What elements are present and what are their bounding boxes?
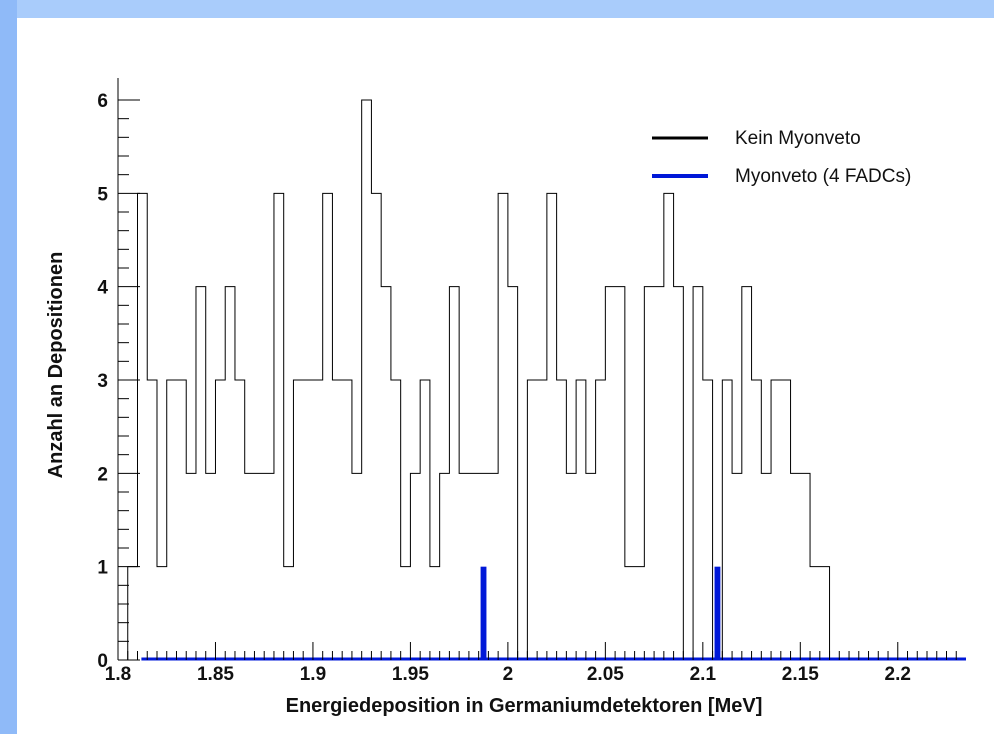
x-tick-label: 1.8: [105, 664, 131, 685]
bin-kein-myonveto: [420, 380, 430, 660]
bin-kein-myonveto: [674, 287, 684, 660]
bin-kein-myonveto: [820, 567, 830, 660]
bin-kein-myonveto: [605, 287, 615, 660]
ticks-group: 0 1 2 3 4 5 6 1.8 1.85 1.9 1.95 2 2.05 2.1 2.15 2.2: [97, 91, 957, 685]
bin-kein-myonveto: [576, 380, 586, 660]
bin-kein-myonveto: [644, 287, 654, 660]
x-tick-label: 2.1: [690, 664, 717, 685]
bin-kein-myonveto: [508, 287, 518, 660]
bin-kein-myonveto: [761, 473, 771, 660]
series-kein-myonveto-line: [118, 99, 908, 661]
bin-kein-myonveto: [488, 473, 498, 660]
bin-kein-myonveto: [752, 380, 762, 660]
bin-kein-myonveto: [703, 380, 713, 660]
y-tick-label: 2: [97, 464, 108, 485]
bin-kein-myonveto: [654, 287, 664, 660]
bin-kein-myonveto: [430, 567, 440, 660]
bin-kein-myonveto: [254, 473, 264, 660]
bar-myonveto: [480, 566, 487, 660]
bin-kein-myonveto: [635, 567, 645, 660]
bin-kein-myonveto: [449, 287, 459, 660]
bin-kein-myonveto: [586, 473, 596, 660]
bin-kein-myonveto: [176, 380, 186, 660]
x-tick-label: 1.95: [392, 664, 429, 685]
bin-kein-myonveto: [293, 380, 303, 660]
bin-kein-myonveto: [625, 567, 635, 660]
bin-kein-myonveto: [791, 473, 801, 660]
bin-kein-myonveto: [196, 287, 206, 660]
bin-kein-myonveto: [352, 473, 362, 660]
series-group: [118, 99, 966, 661]
bin-kein-myonveto: [206, 473, 216, 660]
bin-kein-myonveto: [186, 473, 196, 660]
bin-kein-myonveto: [732, 473, 742, 660]
y-tick-label: 5: [97, 184, 108, 205]
bin-kein-myonveto: [167, 380, 177, 660]
bin-kein-myonveto: [362, 100, 372, 660]
bin-kein-myonveto: [615, 287, 625, 660]
bin-kein-myonveto: [147, 380, 157, 660]
bin-kein-myonveto: [527, 380, 537, 660]
bin-kein-myonveto: [410, 473, 420, 660]
y-tick-label: 3: [97, 371, 108, 392]
bin-kein-myonveto: [303, 380, 313, 660]
y-tick-label: 1: [97, 558, 108, 579]
bin-kein-myonveto: [284, 567, 294, 660]
y-tick-label: 6: [97, 91, 108, 112]
bin-kein-myonveto: [810, 567, 820, 660]
legend-label-main: Kein Myonveto: [735, 128, 861, 149]
x-tick-label: 1.85: [197, 664, 234, 685]
bin-kein-myonveto: [323, 193, 333, 660]
bin-kein-myonveto: [537, 380, 547, 660]
bin-kein-myonveto: [264, 473, 274, 660]
bin-kein-myonveto: [274, 193, 284, 660]
bin-kein-myonveto: [771, 380, 781, 660]
bin-kein-myonveto: [157, 567, 167, 660]
bin-kein-myonveto: [215, 380, 225, 660]
x-tick-label: 2.15: [782, 664, 819, 685]
bin-kein-myonveto: [459, 473, 469, 660]
bin-kein-myonveto: [547, 193, 557, 660]
y-tick-label: 0: [97, 651, 108, 672]
left-edge-band: [0, 0, 17, 734]
bin-kein-myonveto: [235, 380, 245, 660]
bin-kein-myonveto: [401, 567, 411, 660]
x-axis-title: Energiedeposition in Germaniumdetektoren…: [286, 695, 763, 717]
x-tick-label: 2.2: [885, 664, 911, 685]
x-tick-label: 2.05: [587, 664, 624, 685]
bin-kein-myonveto: [596, 380, 606, 660]
bin-kein-myonveto: [332, 380, 342, 660]
bin-kein-myonveto: [440, 473, 450, 660]
bin-kein-myonveto: [381, 287, 391, 660]
bin-kein-myonveto: [391, 380, 401, 660]
bin-kein-myonveto: [225, 287, 235, 660]
bin-kein-myonveto: [469, 473, 479, 660]
bar-myonveto: [714, 566, 721, 660]
bin-kein-myonveto: [664, 193, 674, 660]
x-tick-label: 1.9: [300, 664, 326, 685]
y-axis-title: Anzahl an Depositionen: [45, 252, 67, 479]
bin-kein-myonveto: [693, 287, 703, 660]
bin-kein-myonveto: [781, 380, 791, 660]
bin-kein-myonveto: [722, 380, 732, 660]
bin-kein-myonveto: [128, 567, 138, 660]
bin-kein-myonveto: [313, 380, 323, 660]
legend: Kein Myonveto Myonveto (4 FADCs): [652, 128, 911, 187]
x-tick-label: 2: [503, 664, 514, 685]
top-edge-band: [0, 0, 994, 18]
bin-kein-myonveto: [557, 380, 567, 660]
legend-label-veto: Myonveto (4 FADCs): [735, 166, 911, 187]
bin-kein-myonveto: [371, 193, 381, 660]
bin-kein-myonveto: [800, 473, 810, 660]
bin-kein-myonveto: [566, 473, 576, 660]
y-tick-label: 4: [97, 278, 108, 299]
bin-kein-myonveto: [342, 380, 352, 660]
bin-kein-myonveto: [137, 193, 147, 660]
bin-kein-myonveto: [742, 287, 752, 660]
bin-kein-myonveto: [498, 193, 508, 660]
bin-kein-myonveto: [245, 473, 255, 660]
